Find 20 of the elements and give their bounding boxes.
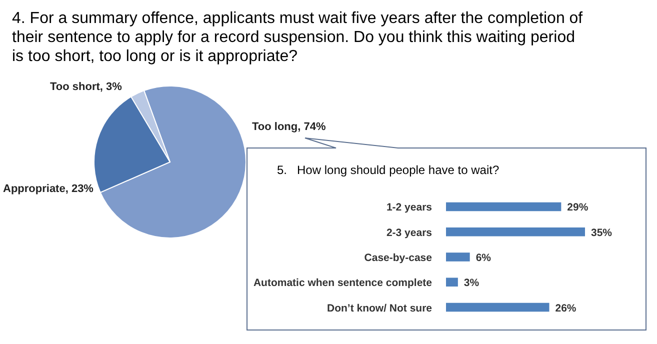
bar bbox=[446, 278, 458, 287]
chart-title: 5. How long should people have to wait? bbox=[277, 163, 500, 177]
bar bbox=[446, 227, 585, 236]
data-label: 35% bbox=[591, 226, 613, 239]
slice-label: Too long, 74% bbox=[252, 121, 326, 133]
slice-label: Too short, 3% bbox=[50, 81, 122, 93]
bar bbox=[446, 302, 550, 312]
y-tick-label: 1-2 years bbox=[386, 202, 432, 214]
y-tick-label: 2-3 years bbox=[386, 226, 432, 239]
y-tick-label: Case-by-case bbox=[364, 252, 432, 264]
y-tick-label: Don’t know/ Not sure bbox=[327, 302, 432, 314]
data-label: 6% bbox=[476, 252, 492, 264]
data-label: 3% bbox=[464, 277, 480, 290]
slice-label: Appropriate, 23% bbox=[3, 183, 94, 195]
chart-title: 4. For a summary offence, applicants must wait five years after the completion of their sentence to apply for a record suspension. Do you think this waiting period is too short, too long or is it appropriate? bbox=[12, 10, 584, 65]
bar bbox=[446, 252, 470, 262]
data-label: 29% bbox=[567, 202, 589, 214]
data-label: 26% bbox=[555, 302, 577, 314]
y-tick-label: Automatic when sentence complete bbox=[253, 277, 432, 290]
bar bbox=[446, 202, 562, 212]
